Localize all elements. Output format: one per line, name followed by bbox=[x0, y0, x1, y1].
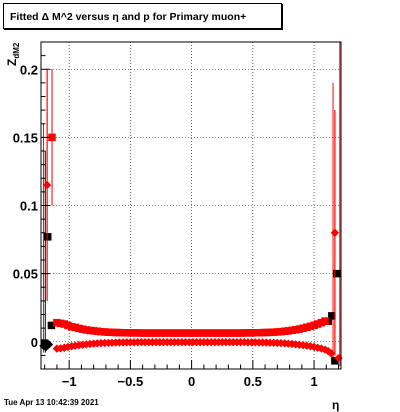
x-tick-label: 0.5 bbox=[244, 374, 262, 389]
y-tick-label: 0.2 bbox=[20, 62, 38, 77]
red-square-point bbox=[321, 317, 329, 325]
tick-layer bbox=[41, 41, 340, 370]
black-square-point bbox=[47, 321, 56, 330]
y-axis-label: ZdM2 bbox=[5, 42, 21, 66]
black-diamond-point bbox=[44, 340, 54, 349]
x-axis-label: η bbox=[332, 398, 339, 412]
timestamp: Tue Apr 13 10:42:39 2021 bbox=[4, 398, 99, 407]
black-square-point bbox=[332, 269, 341, 278]
y-tick-label: 0.1 bbox=[20, 199, 38, 214]
x-tick-label: −1 bbox=[62, 374, 77, 389]
y-tick-label: 0 bbox=[31, 335, 38, 350]
x-tick-label: 0 bbox=[188, 374, 195, 389]
grid-layer bbox=[41, 42, 341, 369]
black-square-point bbox=[328, 312, 336, 320]
red-diamond-point bbox=[330, 228, 340, 237]
marker-layer bbox=[39, 69, 343, 365]
red-diamond-point bbox=[71, 341, 80, 350]
x-tick-label: −0.5 bbox=[118, 374, 144, 389]
chart-title: Fitted Δ M^2 versus η and p for Primary … bbox=[3, 3, 282, 29]
red-diamond-point bbox=[327, 349, 336, 358]
red-square-point bbox=[48, 133, 56, 142]
black-square-point bbox=[43, 233, 52, 241]
y-tick-label: 0.15 bbox=[13, 130, 38, 145]
tick-label-layer: −1 −0.5 0 0.5 1 0 0.05 0.1 0.15 0.2 bbox=[13, 62, 318, 389]
red-diamond-point bbox=[56, 344, 65, 353]
x-tick-label: 1 bbox=[310, 374, 317, 389]
y-tick-label: 0.05 bbox=[13, 267, 38, 282]
black-square-point bbox=[331, 357, 339, 365]
red-diamond-point bbox=[42, 180, 52, 190]
